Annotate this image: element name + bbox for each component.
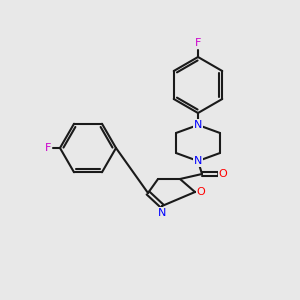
Text: N: N (194, 156, 202, 166)
Text: O: O (219, 169, 227, 179)
Text: N: N (158, 208, 166, 218)
Text: F: F (195, 38, 201, 48)
Text: N: N (194, 120, 202, 130)
Text: O: O (196, 187, 206, 197)
Text: F: F (45, 143, 51, 153)
